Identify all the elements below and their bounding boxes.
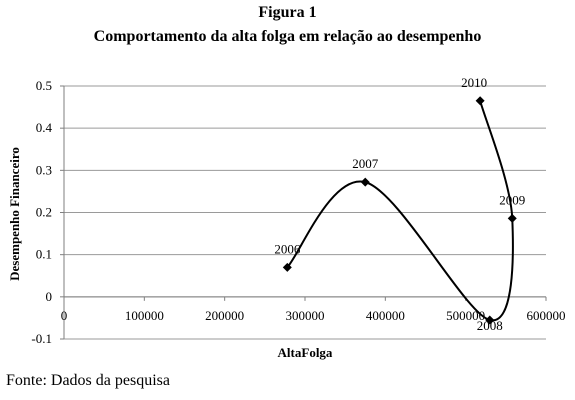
- figure-title: Comportamento da alta folga em relação a…: [93, 28, 482, 45]
- series: [282, 96, 517, 325]
- x-axis-title: AltaFolga: [278, 345, 333, 360]
- x-tick-label: 200000: [205, 308, 244, 323]
- y-tick-label: -0.1: [31, 331, 52, 346]
- y-tick-label: 0.4: [36, 120, 53, 135]
- chart-svg: -0.1 0 0.1 0.2 0.3 0.4 0.5 0 100000 200000 300000 4…: [7, 75, 566, 360]
- y-tick-label: 0.5: [36, 78, 52, 93]
- y-tick-label: 0.2: [36, 205, 52, 220]
- x-tick-label: 0: [61, 308, 68, 323]
- y-tick-label: 0.1: [36, 247, 52, 262]
- data-label-2008: 2008: [477, 318, 503, 333]
- data-label-2010: 2010: [461, 75, 487, 90]
- tick-labels: -0.1 0 0.1 0.2 0.3 0.4 0.5 0 100000 200000 300000 4…: [31, 78, 565, 346]
- data-point-2009: [507, 213, 517, 223]
- data-label-2006: 2006: [274, 241, 301, 256]
- x-tick-label: 600000: [527, 308, 566, 323]
- x-tick-label: 500000: [446, 308, 485, 323]
- x-tick-label: 300000: [286, 308, 325, 323]
- series-line: [286, 100, 514, 322]
- gridlines: [64, 85, 546, 340]
- data-label-2009: 2009: [499, 192, 525, 207]
- figure-label: Figura 1: [258, 4, 317, 21]
- data-point-2010: [475, 96, 485, 106]
- y-tick-label: 0: [46, 289, 53, 304]
- data-point-2008: [485, 315, 495, 325]
- data-point-2007: [360, 177, 370, 187]
- data-point-2006: [282, 262, 292, 272]
- source-note: Fonte: Dados da pesquisa: [6, 372, 170, 389]
- y-axis-title: Desempenho Financeiro: [7, 147, 22, 281]
- data-labels: 2006 2007 2008 2009 2010: [274, 75, 525, 333]
- x-tick-label: 100000: [125, 308, 164, 323]
- data-label-2007: 2007: [352, 156, 379, 171]
- y-tick-label: 0.3: [36, 162, 52, 177]
- x-tick-label: 400000: [366, 308, 405, 323]
